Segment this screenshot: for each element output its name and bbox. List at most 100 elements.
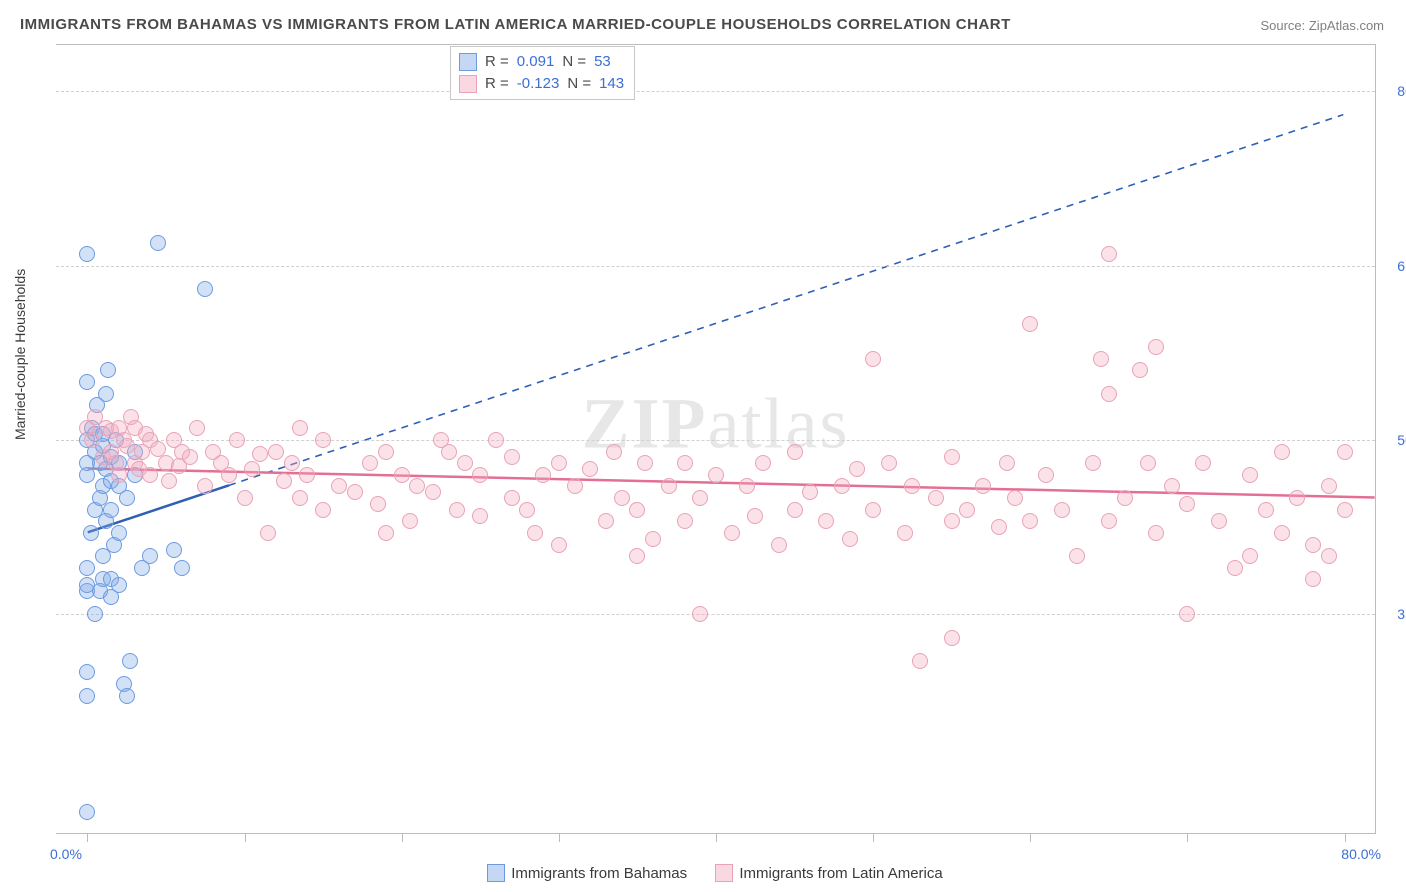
point-bahamas bbox=[87, 606, 103, 622]
point-latin bbox=[472, 508, 488, 524]
x-tick-mark bbox=[1030, 834, 1031, 842]
point-latin bbox=[378, 525, 394, 541]
point-latin bbox=[197, 478, 213, 494]
stat-n-value-1: 53 bbox=[594, 51, 611, 73]
stats-legend-box: R = 0.091 N = 53 R = -0.123 N = 143 bbox=[450, 46, 635, 100]
bottom-legend: Immigrants from Bahamas Immigrants from … bbox=[0, 864, 1406, 882]
point-latin bbox=[402, 513, 418, 529]
point-bahamas bbox=[79, 467, 95, 483]
point-latin bbox=[1069, 548, 1085, 564]
point-latin bbox=[535, 467, 551, 483]
point-latin bbox=[629, 548, 645, 564]
point-bahamas bbox=[174, 560, 190, 576]
point-latin bbox=[755, 455, 771, 471]
stat-n-value-2: 143 bbox=[599, 73, 624, 95]
point-latin bbox=[276, 473, 292, 489]
point-latin bbox=[1022, 513, 1038, 529]
point-latin bbox=[1305, 537, 1321, 553]
point-bahamas bbox=[119, 688, 135, 704]
point-latin bbox=[1305, 571, 1321, 587]
point-latin bbox=[362, 455, 378, 471]
stat-r-label: R = bbox=[485, 73, 509, 95]
stats-row-latin: R = -0.123 N = 143 bbox=[459, 73, 624, 95]
point-latin bbox=[1085, 455, 1101, 471]
point-latin bbox=[1179, 606, 1195, 622]
point-latin bbox=[881, 455, 897, 471]
point-latin bbox=[292, 420, 308, 436]
x-axis-min-label: 0.0% bbox=[50, 846, 82, 862]
point-latin bbox=[119, 438, 135, 454]
point-latin bbox=[142, 467, 158, 483]
point-latin bbox=[378, 444, 394, 460]
point-latin bbox=[802, 484, 818, 500]
point-latin bbox=[299, 467, 315, 483]
point-latin bbox=[1101, 246, 1117, 262]
point-latin bbox=[637, 455, 653, 471]
point-latin bbox=[661, 478, 677, 494]
point-latin bbox=[818, 513, 834, 529]
point-latin bbox=[229, 432, 245, 448]
swatch-pink-icon bbox=[715, 864, 733, 882]
chart-title: IMMIGRANTS FROM BAHAMAS VS IMMIGRANTS FR… bbox=[20, 16, 1011, 33]
trendline-bahamas-dashed bbox=[229, 115, 1343, 486]
point-bahamas bbox=[79, 688, 95, 704]
point-latin bbox=[1227, 560, 1243, 576]
plot-area: ZIPatlas 0.0% 80.0% 35.0%50.0%65.0%80.0% bbox=[56, 44, 1376, 834]
x-tick-mark bbox=[716, 834, 717, 842]
point-latin bbox=[1195, 455, 1211, 471]
point-latin bbox=[1140, 455, 1156, 471]
point-latin bbox=[975, 478, 991, 494]
y-axis-label: Married-couple Households bbox=[12, 269, 28, 440]
point-latin bbox=[912, 653, 928, 669]
point-latin bbox=[724, 525, 740, 541]
point-latin bbox=[315, 432, 331, 448]
gridline-h bbox=[56, 440, 1375, 441]
point-bahamas bbox=[103, 502, 119, 518]
point-latin bbox=[1164, 478, 1180, 494]
point-latin bbox=[1337, 502, 1353, 518]
point-latin bbox=[1101, 513, 1117, 529]
point-latin bbox=[292, 490, 308, 506]
point-latin bbox=[787, 502, 803, 518]
swatch-pink-icon bbox=[459, 75, 477, 93]
swatch-blue-icon bbox=[459, 53, 477, 71]
point-bahamas bbox=[150, 235, 166, 251]
point-latin bbox=[771, 537, 787, 553]
point-latin bbox=[1274, 444, 1290, 460]
point-latin bbox=[1117, 490, 1133, 506]
point-latin bbox=[260, 525, 276, 541]
point-latin bbox=[370, 496, 386, 512]
point-latin bbox=[449, 502, 465, 518]
point-latin bbox=[1321, 478, 1337, 494]
point-latin bbox=[739, 478, 755, 494]
point-latin bbox=[692, 606, 708, 622]
point-latin bbox=[347, 484, 363, 500]
point-bahamas bbox=[79, 246, 95, 262]
point-latin bbox=[959, 502, 975, 518]
point-latin bbox=[237, 490, 253, 506]
point-bahamas bbox=[111, 525, 127, 541]
point-latin bbox=[904, 478, 920, 494]
point-latin bbox=[598, 513, 614, 529]
y-tick-label: 80.0% bbox=[1381, 83, 1406, 99]
point-latin bbox=[472, 467, 488, 483]
swatch-blue-icon bbox=[487, 864, 505, 882]
stat-r-value-2: -0.123 bbox=[517, 73, 560, 95]
point-latin bbox=[692, 490, 708, 506]
point-latin bbox=[182, 449, 198, 465]
x-tick-mark bbox=[873, 834, 874, 842]
point-latin bbox=[842, 531, 858, 547]
point-latin bbox=[394, 467, 410, 483]
point-bahamas bbox=[100, 362, 116, 378]
point-latin bbox=[315, 502, 331, 518]
y-tick-label: 35.0% bbox=[1381, 606, 1406, 622]
point-latin bbox=[629, 502, 645, 518]
point-latin bbox=[425, 484, 441, 500]
point-latin bbox=[527, 525, 543, 541]
point-latin bbox=[582, 461, 598, 477]
point-bahamas bbox=[142, 548, 158, 564]
point-latin bbox=[409, 478, 425, 494]
point-latin bbox=[252, 446, 268, 462]
point-latin bbox=[1007, 490, 1023, 506]
point-bahamas bbox=[79, 664, 95, 680]
